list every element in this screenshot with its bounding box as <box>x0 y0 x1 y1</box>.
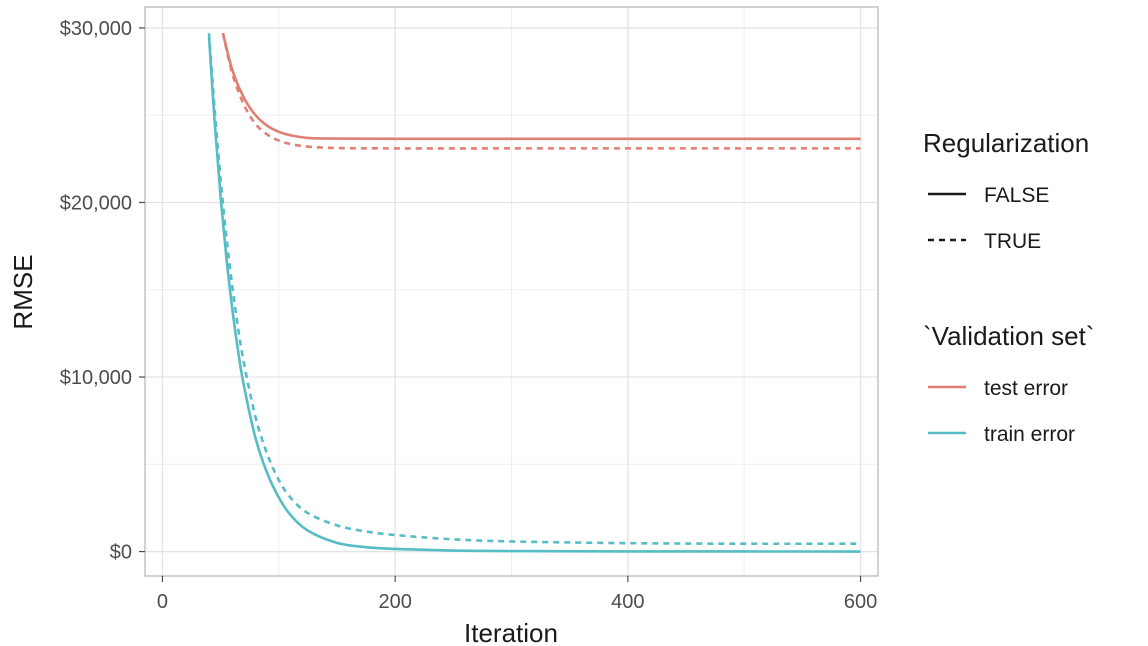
x-tick-label: 400 <box>611 591 644 613</box>
legend-label-train-error: train error <box>984 423 1075 446</box>
series-line-test-error-false <box>221 32 861 141</box>
legend-label-test-error: test error <box>984 377 1068 400</box>
x-tick-label: 200 <box>378 591 411 613</box>
x-tick-label: 0 <box>157 591 168 613</box>
x-tick-label: 600 <box>844 591 877 613</box>
y-axis-title: RMSE <box>8 254 38 329</box>
y-axis: $0 $10,000 $20,000 $30,000 <box>60 18 145 564</box>
plot-border <box>144 6 879 577</box>
y-tick-label: $20,000 <box>60 192 132 214</box>
series-line-train-error-false <box>207 36 861 553</box>
legend-validation-set-title: `Validation set` <box>923 321 1095 351</box>
y-tick-label: $30,000 <box>60 18 132 40</box>
legend-regularization-title: Regularization <box>923 128 1089 158</box>
legend-validation-set: `Validation set` test error train error <box>923 321 1095 446</box>
legend-label-true: TRUE <box>984 230 1041 253</box>
legend-regularization: Regularization FALSE TRUE <box>923 128 1089 253</box>
series-layer <box>207 32 861 553</box>
series-line-test-error-true <box>221 32 861 150</box>
x-axis-title: Iteration <box>464 618 558 646</box>
y-tick-label: $10,000 <box>60 367 132 389</box>
legend-label-false: FALSE <box>984 184 1049 207</box>
series-line-train-error-true <box>207 33 861 546</box>
y-tick-label: $0 <box>110 542 132 564</box>
grid-minor <box>145 7 878 576</box>
x-axis: 0 200 400 600 <box>157 576 877 613</box>
